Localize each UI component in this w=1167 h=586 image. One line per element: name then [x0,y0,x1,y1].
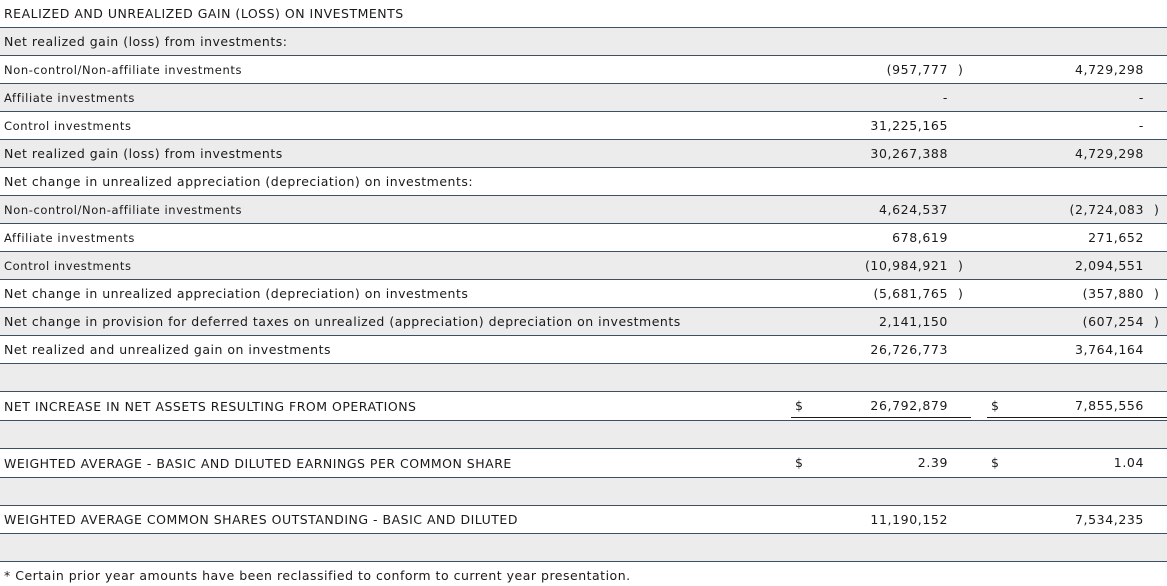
prior-year-value: (607,254 [1082,314,1144,329]
prior-year-value: 4,729,298 [1074,146,1144,161]
currency-symbol: $ [795,455,803,470]
row-label: Net change in unrealized appreciation (d… [4,286,469,301]
current-year-value: 31,225,165 [870,118,948,133]
current-year-value: 26,726,773 [870,342,948,357]
prior-year-value: 7,855,556 [1074,398,1144,413]
current-year-value: (957,777 [886,62,948,77]
table-row: Net change in unrealized appreciation (d… [0,280,1167,308]
row-label: Control investments [4,259,132,273]
row-label: WEIGHTED AVERAGE - BASIC AND DILUTED EAR… [4,456,512,471]
table-row: Affiliate investments - - [0,84,1167,112]
row-label: NET INCREASE IN NET ASSETS RESULTING FRO… [4,399,417,414]
table-row: WEIGHTED AVERAGE COMMON SHARES OUTSTANDI… [0,506,1167,534]
current-year-value: - [942,90,948,105]
current-year-value: 26,792,879 [870,398,948,413]
spacer-row [0,364,1167,392]
row-label: Affiliate investments [4,231,135,245]
table-row: NET INCREASE IN NET ASSETS RESULTING FRO… [0,392,1167,421]
row-label: Net realized gain (loss) from investment… [4,146,283,161]
spacer-row [0,534,1167,562]
table-row: Net change in unrealized appreciation (d… [0,168,1167,196]
current-year-value: 2,141,150 [878,314,948,329]
section-heading: REALIZED AND UNREALIZED GAIN (LOSS) ON I… [4,6,404,21]
prior-year-value: 271,652 [1088,230,1144,245]
footnote: * Certain prior year amounts have been r… [4,568,631,583]
current-year-value: 4,624,537 [878,202,948,217]
currency-symbol: $ [795,398,803,413]
row-label: Net realized gain (loss) from investment… [4,34,288,49]
current-year-value: 678,619 [892,230,948,245]
row-label: Net change in provision for deferred tax… [4,314,681,329]
row-label: Non-control/Non-affiliate investments [4,203,243,217]
prior-year-value: - [1138,90,1144,105]
prior-year-value: (357,880 [1082,286,1144,301]
current-year-value: (10,984,921 [864,258,948,273]
row-label: Non-control/Non-affiliate investments [4,63,243,77]
prior-year-value: 2,094,551 [1074,258,1144,273]
close-paren: ) [958,286,963,301]
close-paren: ) [958,62,963,77]
row-label: WEIGHTED AVERAGE COMMON SHARES OUTSTANDI… [4,512,518,527]
prior-year-value: 7,534,235 [1074,512,1144,527]
prior-year-value: 3,764,164 [1074,342,1144,357]
table-row: Control investments 31,225,165 - [0,112,1167,140]
table-row: Net realized and unrealized gain on inve… [0,336,1167,364]
row-label: Net realized and unrealized gain on inve… [4,342,331,357]
prior-year-value: - [1138,118,1144,133]
close-paren: ) [1154,286,1159,301]
current-year-value: 11,190,152 [870,512,948,527]
prior-year-value: 4,729,298 [1074,62,1144,77]
table-row: Net realized gain (loss) from investment… [0,28,1167,56]
currency-symbol: $ [991,455,999,470]
current-year-value: 2.39 [917,455,948,470]
row-label: Control investments [4,119,132,133]
current-year-value: (5,681,765 [873,286,948,301]
spacer-row [0,478,1167,506]
prior-year-value: 1.04 [1113,455,1144,470]
close-paren: ) [1154,314,1159,329]
table-row: Non-control/Non-affiliate investments (9… [0,56,1167,84]
spacer-row [0,421,1167,449]
table-row: Affiliate investments 678,619 271,652 [0,224,1167,252]
table-row: Net change in provision for deferred tax… [0,308,1167,336]
row-label: Affiliate investments [4,91,135,105]
table-row: REALIZED AND UNREALIZED GAIN (LOSS) ON I… [0,0,1167,28]
row-label: Net change in unrealized appreciation (d… [4,174,474,189]
close-paren: ) [958,258,963,273]
prior-year-value: (2,724,083 [1069,202,1144,217]
table-row: Control investments (10,984,921 ) 2,094,… [0,252,1167,280]
table-row: Net realized gain (loss) from investment… [0,140,1167,168]
currency-symbol: $ [991,398,999,413]
current-year-value: 30,267,388 [870,146,948,161]
double-underline [791,417,971,418]
double-underline [987,417,1167,418]
close-paren: ) [1154,202,1159,217]
table-row: WEIGHTED AVERAGE - BASIC AND DILUTED EAR… [0,449,1167,478]
table-row: Non-control/Non-affiliate investments 4,… [0,196,1167,224]
